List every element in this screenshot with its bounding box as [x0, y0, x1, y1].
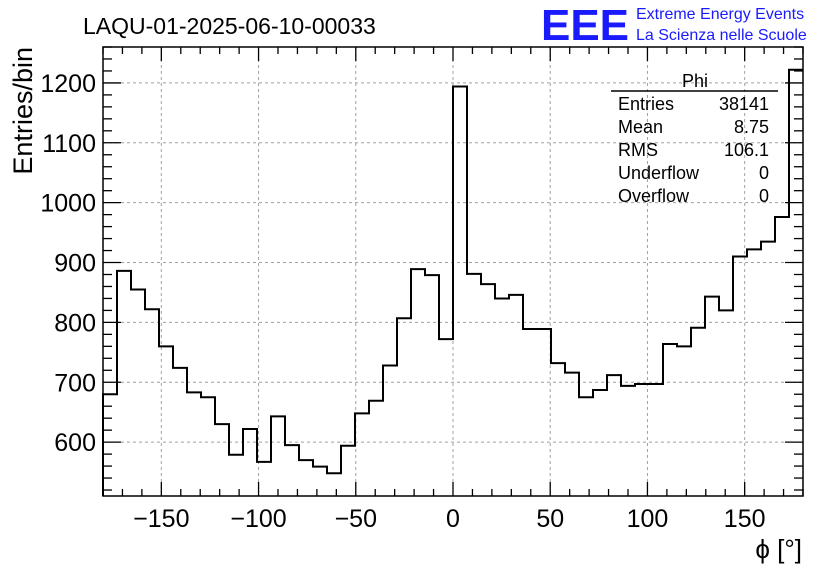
stats-label-rms: RMS	[618, 140, 658, 160]
y-tick-label: 900	[54, 250, 96, 278]
histogram-series	[102, 68, 803, 496]
y-tick-label: 600	[54, 429, 96, 457]
x-tick-label: 150	[724, 505, 766, 533]
stats-label-mean: Mean	[618, 117, 663, 137]
x-tick-label: −50	[335, 505, 377, 533]
logo: EEE Extreme Energy Events La Scienza nel…	[541, 1, 807, 50]
stats-value-entries: 38141	[719, 94, 769, 114]
x-tick-label: 100	[627, 505, 669, 533]
y-tick-label: 1000	[40, 190, 96, 218]
stats-value-overflow: 0	[759, 186, 769, 206]
logo-line-1: Extreme Energy Events	[636, 6, 804, 23]
stats-label-underflow: Underflow	[618, 163, 700, 183]
chart-title: LAQU-01-2025-06-10-00033	[83, 13, 376, 39]
x-tick-label: −100	[230, 505, 286, 533]
x-tick-label: −150	[133, 505, 189, 533]
stats-value-mean: 8.75	[734, 117, 769, 137]
x-tick-label: 50	[536, 505, 564, 533]
axis-ticks: −150 −100 −50 0 50 100 150 600 700 800 900 1000 1100…	[40, 46, 804, 533]
stats-value-underflow: 0	[759, 163, 769, 183]
stats-title: Phi	[682, 71, 708, 91]
y-tick-label: 700	[54, 369, 96, 397]
y-tick-label: 1200	[40, 70, 96, 98]
stats-box: Phi Entries 38141 Mean 8.75 RMS 106.1 Un…	[611, 71, 778, 206]
y-tick-label: 800	[54, 309, 96, 337]
logo-line-2: La Scienza nelle Scuole	[636, 27, 807, 44]
stats-label-overflow: Overflow	[618, 186, 690, 206]
stats-label-entries: Entries	[618, 94, 674, 114]
x-axis-label: ϕ [°]	[755, 534, 802, 564]
y-tick-label: 1100	[42, 130, 96, 158]
x-tick-label: 0	[446, 505, 460, 533]
stats-value-rms: 106.1	[724, 140, 769, 160]
logo-mark: EEE	[541, 1, 629, 50]
y-axis-label: Entries/bin	[8, 47, 38, 175]
